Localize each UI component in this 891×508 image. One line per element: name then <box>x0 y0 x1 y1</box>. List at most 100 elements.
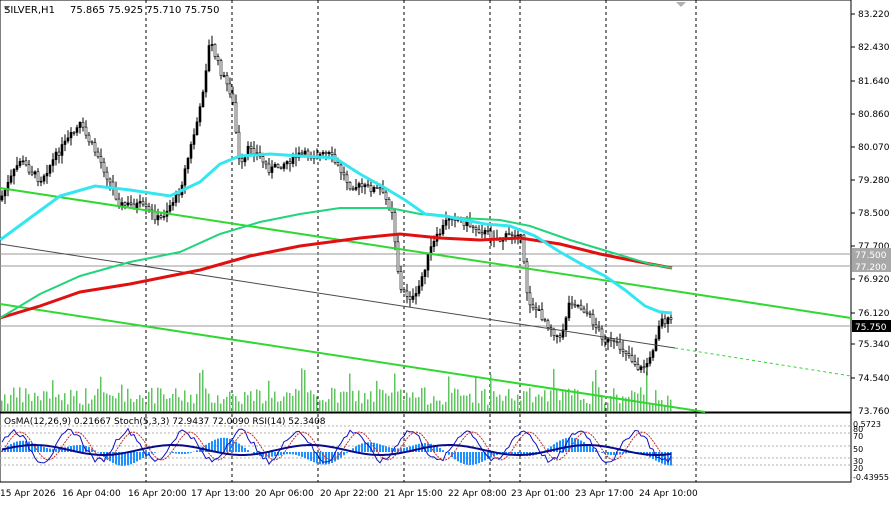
volume-bar <box>619 403 621 411</box>
candle-body <box>586 312 588 313</box>
osma-bar <box>244 448 246 452</box>
volume-bar <box>88 404 90 411</box>
osma-bar <box>190 452 192 453</box>
volume-bar <box>34 393 36 411</box>
volume-bar <box>349 374 351 411</box>
candle-body <box>229 84 231 94</box>
volume-bar <box>106 394 108 411</box>
osma-bar <box>271 452 273 457</box>
indicator-title: OsMA(12,26,9) 0.21667 Stoch(5,3,3) 72.94… <box>4 417 326 427</box>
osma-bar <box>295 452 297 455</box>
candle-body <box>274 164 276 167</box>
candle-body <box>520 235 522 236</box>
volume-bar <box>430 403 432 411</box>
osma-bar <box>571 438 573 452</box>
candle-body <box>379 188 381 189</box>
candle-body <box>4 190 6 196</box>
candle-body <box>97 152 99 157</box>
candle-body <box>145 204 147 206</box>
candle-body <box>19 161 21 165</box>
volume-bar <box>163 394 165 411</box>
volume-bar <box>337 403 339 411</box>
candle-body <box>382 189 384 192</box>
volume-bar <box>268 381 270 411</box>
volume-bar <box>7 404 9 411</box>
candle-body <box>517 235 519 236</box>
volume-bar <box>115 398 117 411</box>
candle-body <box>421 277 423 286</box>
volume-bar <box>256 389 258 411</box>
candle-body <box>217 57 219 61</box>
candle-body <box>409 296 411 299</box>
candle-body <box>139 201 141 203</box>
volume-bar <box>193 403 195 411</box>
candle-body <box>658 326 660 339</box>
osma-bar <box>439 448 441 452</box>
volume-bar <box>628 397 630 411</box>
candle-body <box>82 122 84 127</box>
candle-body <box>70 132 72 137</box>
candle-body <box>412 296 414 299</box>
volume-bar <box>670 400 672 411</box>
volume-bar <box>154 403 156 411</box>
volume-bar <box>49 399 51 411</box>
volume-bar <box>589 404 591 411</box>
volume-bar <box>199 373 201 411</box>
candle-body <box>559 336 561 337</box>
osma-bar <box>127 452 129 465</box>
volume-bar <box>151 388 153 411</box>
osma-bar <box>382 445 384 452</box>
volume-bar <box>394 374 396 411</box>
candle-body <box>619 342 621 349</box>
volume-bar <box>82 405 84 411</box>
volume-bar <box>187 402 189 411</box>
candle-body <box>670 318 672 320</box>
candle-body <box>430 247 432 254</box>
candle-body <box>76 128 78 133</box>
volume-bar <box>406 393 408 411</box>
osma-bar <box>607 452 609 455</box>
volume-bar <box>316 397 318 411</box>
candle-body <box>214 44 216 56</box>
time-axis[interactable]: 15 Apr 2026 16 Apr 04:00 16 Apr 20:00 17… <box>0 489 698 499</box>
volume-bar <box>310 390 312 411</box>
volume-bar <box>358 390 360 411</box>
osma-bar <box>178 452 180 454</box>
candle-body <box>130 203 132 204</box>
volume-bar <box>181 401 183 411</box>
candle-body <box>187 158 189 168</box>
svg-text:50: 50 <box>853 445 863 454</box>
volume-bar <box>448 376 450 411</box>
candle-body <box>88 135 90 142</box>
volume-bar <box>352 391 354 411</box>
volume-bar <box>166 399 168 411</box>
volume-bar <box>13 388 15 411</box>
candle-body <box>184 169 186 185</box>
volume-bar <box>4 394 6 411</box>
volume-bar <box>232 394 234 411</box>
candle-body <box>355 187 357 189</box>
candle-body <box>604 339 606 342</box>
candle-body <box>163 216 165 217</box>
volume-bar <box>604 404 606 411</box>
osma-bar <box>136 452 138 461</box>
volume-bar <box>439 401 441 411</box>
candle-body <box>25 161 27 165</box>
volume-bar <box>379 389 381 411</box>
candle-body <box>241 158 243 161</box>
volume-bar <box>607 403 609 411</box>
osma-bar <box>358 445 360 452</box>
price-scale[interactable]: 83.220 82.430 81.640 80.860 80.070 79.28… <box>858 10 890 417</box>
candle-body <box>55 152 57 160</box>
volume-bar <box>67 404 69 411</box>
symbol-title: SILVER,H1 <box>4 5 55 16</box>
osma-bar <box>592 448 594 452</box>
volume-bar <box>229 392 231 411</box>
volume-bar <box>550 390 552 411</box>
candle-body <box>631 356 633 362</box>
volume-bar <box>469 394 471 411</box>
osma-bar <box>238 444 240 452</box>
volume-bar <box>52 380 54 411</box>
